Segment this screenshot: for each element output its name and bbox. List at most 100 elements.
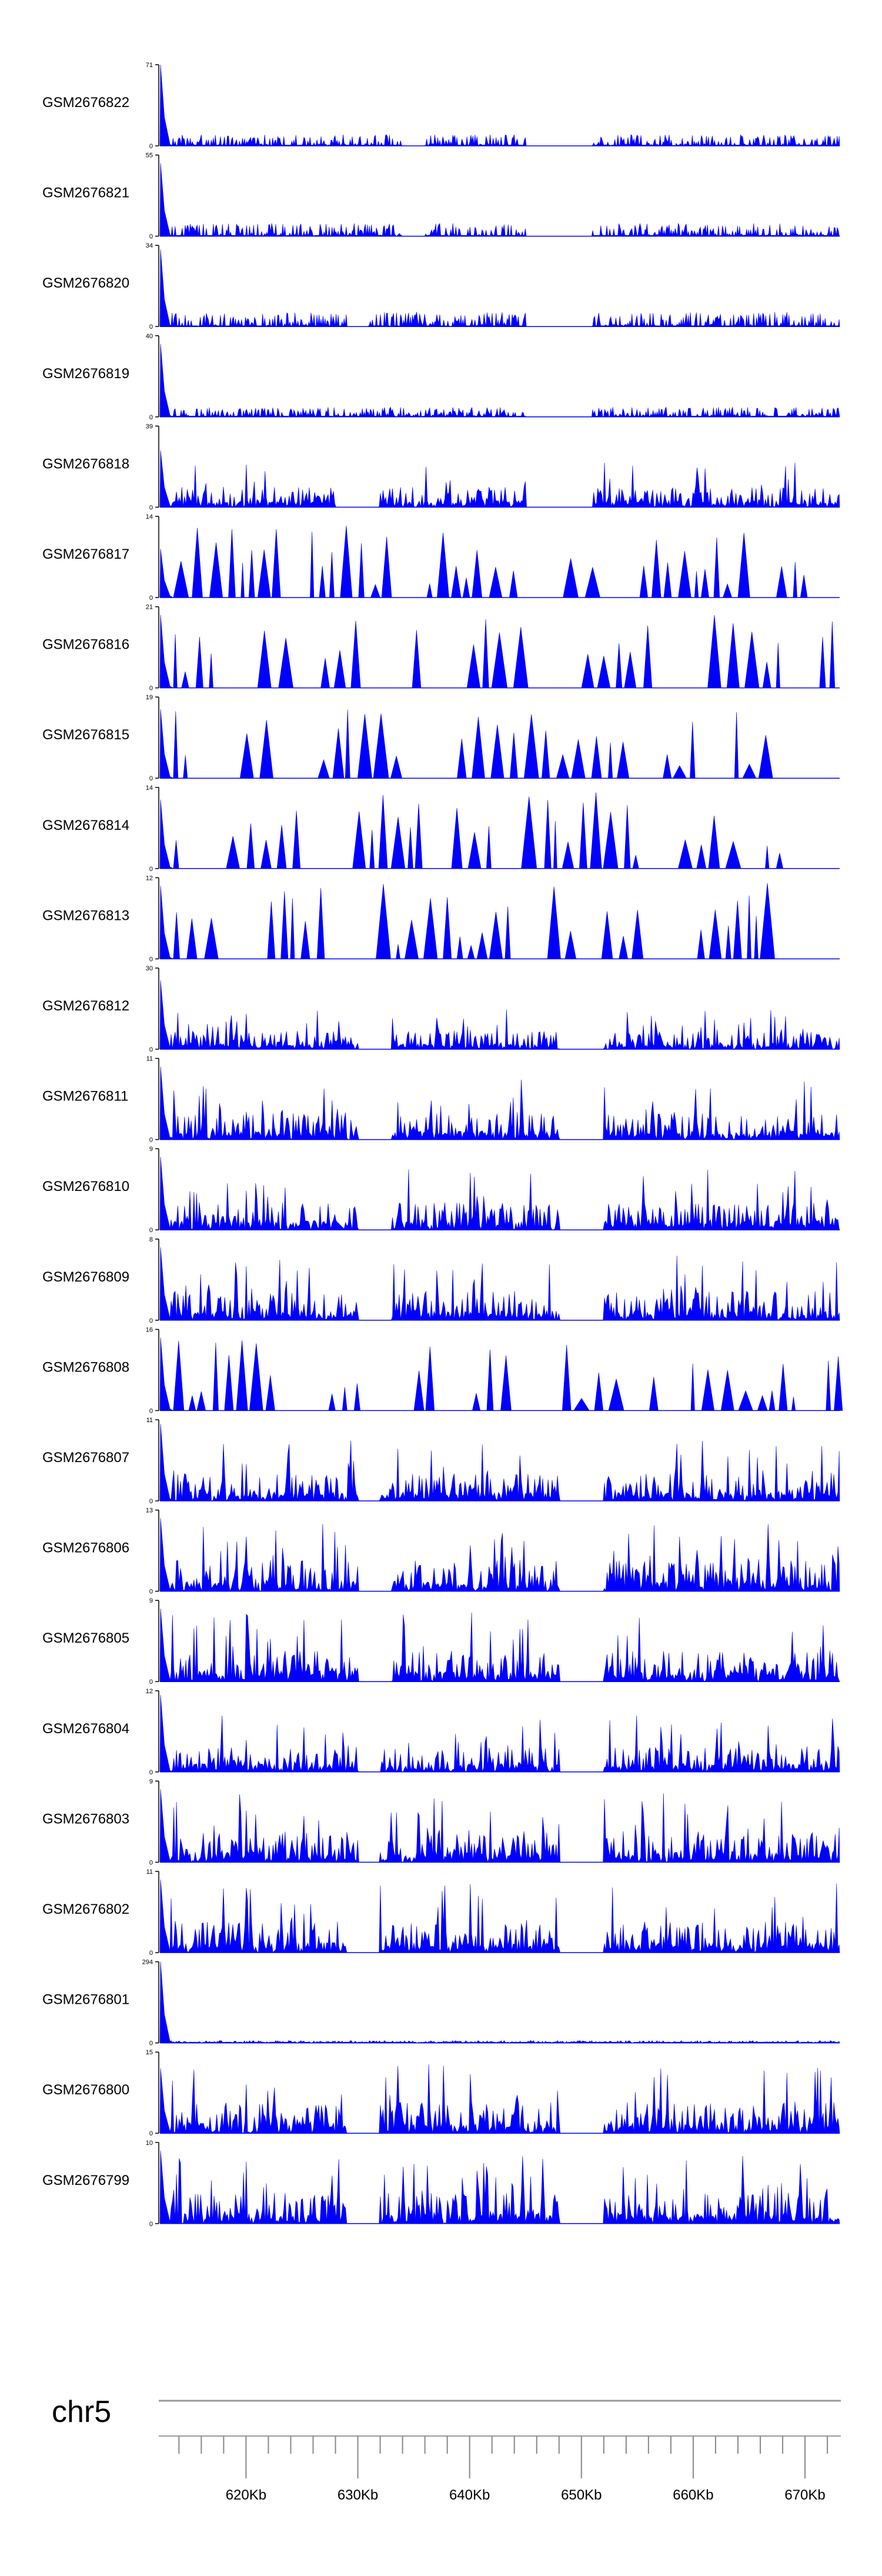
y-axis-zero-label: 0	[149, 233, 153, 241]
track-label: GSM2676802	[42, 1901, 129, 1917]
y-axis-max-label: 8	[149, 1236, 153, 1243]
track-label: GSM2676804	[42, 1721, 129, 1737]
signal-area	[159, 883, 823, 959]
y-axis-max-label: 40	[146, 333, 153, 340]
track-label: GSM2676808	[42, 1359, 129, 1375]
signal-area	[159, 2064, 840, 2134]
signal-area	[159, 1879, 840, 1953]
signal-area	[159, 1518, 840, 1592]
y-axis-max-label: 30	[146, 965, 153, 972]
signal-tracks: GSM2676822710GSM2676821550GSM2676820340G…	[42, 62, 843, 2228]
signal-area	[159, 1247, 840, 1321]
signal-area	[159, 1789, 840, 1863]
y-axis-zero-label: 0	[149, 1859, 153, 1866]
track-label: GSM2676820	[42, 275, 129, 291]
y-axis-zero-label: 0	[149, 2040, 153, 2047]
track-label: GSM2676821	[42, 185, 129, 201]
track-GSM2676810: GSM2676810 9 0	[42, 1146, 840, 1234]
signal-area	[159, 1423, 840, 1501]
signal-area	[159, 709, 823, 779]
signal-area	[159, 980, 840, 1050]
track-GSM2676803: GSM2676803 9 0	[42, 1778, 840, 1866]
y-axis-max-label: 34	[146, 242, 153, 249]
y-axis-zero-label: 0	[149, 143, 153, 150]
track-GSM2676821: GSM2676821 55 0	[42, 152, 840, 241]
signal-area	[159, 64, 840, 146]
y-axis-max-label: 14	[146, 785, 153, 792]
track-GSM2676809: GSM2676809 8 0	[42, 1236, 840, 1324]
track-label: GSM2676815	[42, 727, 129, 743]
track-GSM2676812: GSM2676812 30 0	[42, 965, 840, 1053]
track-label: GSM2676812	[42, 998, 129, 1014]
signal-area	[159, 2150, 840, 2224]
track-label: GSM2676800	[42, 2082, 129, 2098]
y-axis-max-label: 19	[146, 694, 153, 701]
y-axis-max-label: 10	[146, 2140, 153, 2147]
signal-area	[159, 1608, 840, 1682]
signal-area	[159, 163, 840, 237]
y-axis-zero-label: 0	[149, 1589, 153, 1596]
signal-area	[159, 1694, 840, 1773]
track-label: GSM2676811	[42, 1089, 128, 1105]
y-axis-zero-label: 0	[149, 1317, 153, 1324]
axis-ticks: 620Kb 630Kb 640Kb 650Kb 660Kb 670Kb	[178, 2436, 828, 2503]
track-GSM2676808: GSM2676808 16 0	[42, 1326, 843, 1414]
track-GSM2676799: GSM2676799 10 0	[42, 2140, 840, 2228]
y-axis-max-label: 14	[146, 513, 153, 520]
chromosome-label: chr5	[52, 2395, 111, 2429]
y-axis-zero-label: 0	[149, 2221, 153, 2228]
track-label: GSM2676807	[42, 1450, 129, 1466]
y-axis-max-label: 9	[149, 1778, 153, 1785]
track-label: GSM2676813	[42, 907, 129, 923]
axis-tick-label: 630Kb	[338, 2487, 378, 2503]
signal-area	[159, 1337, 843, 1411]
signal-area	[159, 1066, 840, 1140]
y-axis-max-label: 71	[146, 62, 153, 69]
axis-tick-label: 660Kb	[673, 2487, 713, 2503]
track-GSM2676815: GSM2676815 19 0	[42, 694, 840, 782]
track-GSM2676806: GSM2676806 13 0	[42, 1507, 840, 1596]
y-axis-zero-label: 0	[149, 1679, 153, 1686]
track-label: GSM2676803	[42, 1811, 129, 1827]
y-axis-max-label: 21	[146, 604, 153, 611]
y-axis-max-label: 55	[146, 152, 153, 159]
track-label: GSM2676822	[42, 95, 129, 111]
track-GSM2676800: GSM2676800 15 0	[42, 2049, 840, 2137]
track-label: GSM2676806	[42, 1540, 129, 1556]
y-axis-max-label: 39	[146, 423, 153, 430]
track-label: GSM2676809	[42, 1269, 129, 1285]
signal-area	[159, 1961, 840, 2044]
y-axis-zero-label: 0	[149, 775, 153, 782]
y-axis-max-label: 11	[146, 1868, 153, 1876]
track-GSM2676816: GSM2676816 21 0	[42, 604, 840, 692]
track-label: GSM2676805	[42, 1630, 129, 1646]
y-axis-zero-label: 0	[149, 323, 153, 331]
axis-tick-label: 670Kb	[784, 2487, 825, 2503]
y-axis-max-label: 12	[146, 1688, 153, 1695]
track-GSM2676817: GSM2676817 14 0	[42, 513, 840, 602]
track-GSM2676805: GSM2676805 9 0	[42, 1597, 840, 1686]
track-label: GSM2676816	[42, 637, 129, 653]
y-axis-max-label: 11	[146, 1056, 153, 1063]
track-GSM2676819: GSM2676819 40 0	[42, 333, 840, 421]
track-label: GSM2676814	[42, 817, 129, 833]
y-axis-zero-label: 0	[149, 414, 153, 421]
genomic-axis: chr5 620Kb 630Kb 640Kb 650Kb 660Kb 670Kb	[52, 2395, 841, 2503]
y-axis-zero-label: 0	[149, 1407, 153, 1414]
y-axis-zero-label: 0	[149, 1950, 153, 1957]
y-axis-max-label: 9	[149, 1597, 153, 1604]
y-axis-zero-label: 0	[149, 1137, 153, 1144]
y-axis-max-label: 13	[146, 1507, 153, 1514]
track-label: GSM2676799	[42, 2173, 129, 2188]
track-GSM2676804: GSM2676804 12 0	[42, 1688, 840, 1776]
y-axis-zero-label: 0	[149, 1227, 153, 1234]
y-axis-zero-label: 0	[149, 595, 153, 602]
signal-area	[159, 450, 840, 508]
signal-area	[159, 1156, 840, 1231]
track-GSM2676807: GSM2676807 11 0	[42, 1417, 840, 1505]
track-label: GSM2676818	[42, 456, 129, 472]
y-axis-zero-label: 0	[149, 866, 153, 873]
track-GSM2676811: GSM2676811 11 0	[42, 1056, 840, 1144]
track-GSM2676818: GSM2676818 39 0	[42, 423, 840, 511]
